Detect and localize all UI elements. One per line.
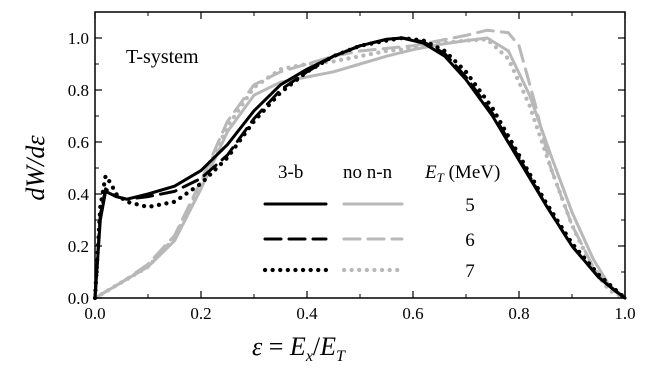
x-tick-label: 0.4 bbox=[296, 304, 318, 323]
y-axis-title: dW/dε bbox=[21, 135, 50, 201]
legend: 3-b no n-n ET (MeV) 5 6 7 bbox=[262, 162, 500, 282]
legend-header-no-nn: no n-n bbox=[343, 162, 393, 183]
svg-text:ε = Ex/ET: ε = Ex/ET bbox=[252, 332, 346, 365]
legend-header-energy: ET (MeV) bbox=[424, 162, 500, 185]
x-tick-label: 1.0 bbox=[614, 304, 635, 323]
annotation-label: T-system bbox=[126, 46, 199, 68]
x-tick-label: 0.8 bbox=[508, 304, 529, 323]
series-layer bbox=[92, 28, 628, 301]
axes: 0.0 0.2 0.4 0.6 0.8 1.0 0.0 0.2 0.4 0.6 0.8 1.0 bbox=[68, 11, 636, 323]
x-tick-label: 0.2 bbox=[190, 304, 211, 323]
legend-energy-label: 5 bbox=[465, 195, 475, 216]
series-line-3b-dotted bbox=[92, 35, 628, 301]
x-axis-title: ε = Ex/ET bbox=[252, 332, 346, 365]
legend-header-3b: 3-b bbox=[278, 162, 303, 183]
series-line-no-nn-dotted bbox=[92, 37, 628, 301]
legend-energy-label: 6 bbox=[465, 230, 475, 251]
legend-energy-label: 7 bbox=[465, 261, 475, 282]
y-tick-label: 0.0 bbox=[68, 289, 89, 308]
y-tick-label: 0.4 bbox=[68, 185, 90, 204]
y-tick-label: 0.8 bbox=[68, 81, 89, 100]
x-tick-label: 0.6 bbox=[402, 304, 423, 323]
y-tick-label: 0.6 bbox=[68, 133, 89, 152]
svg-text:dW/dε: dW/dε bbox=[21, 135, 50, 201]
y-tick-label: 1.0 bbox=[68, 29, 89, 48]
x-tick-label: 0.0 bbox=[84, 304, 105, 323]
y-tick-label: 0.2 bbox=[68, 237, 89, 256]
